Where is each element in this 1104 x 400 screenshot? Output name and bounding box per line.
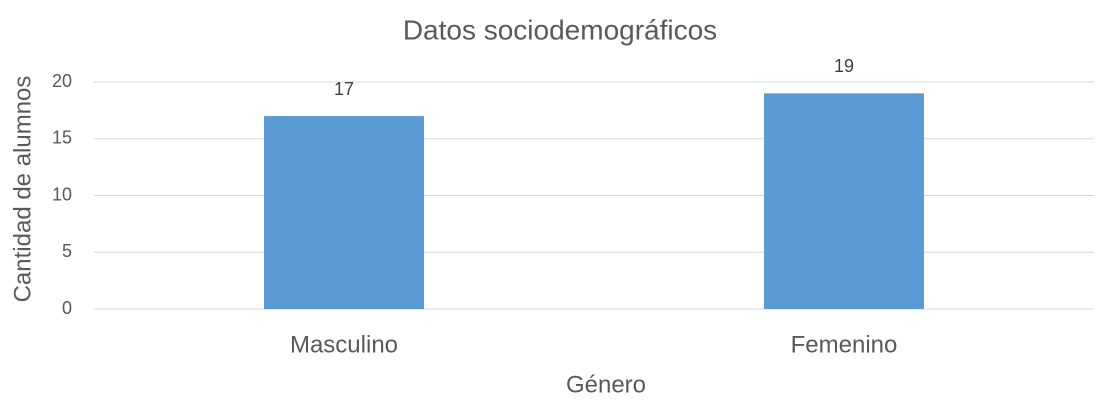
bar	[264, 116, 424, 309]
data-label: 19	[834, 56, 854, 76]
data-label: 17	[334, 79, 354, 99]
chart-title: Datos sociodemográficos	[403, 14, 717, 45]
x-tick-label: Masculino	[290, 331, 398, 358]
y-tick-label: 0	[62, 298, 72, 318]
bar	[764, 93, 924, 309]
y-tick-label: 5	[62, 241, 72, 261]
y-tick-label: 20	[52, 71, 72, 91]
y-tick-label: 10	[52, 184, 72, 204]
x-tick-label: Femenino	[791, 331, 898, 358]
y-axis-title: Cantidad de alumnos	[9, 76, 36, 303]
y-tick-label: 15	[52, 128, 72, 148]
x-axis-title: Género	[566, 371, 646, 398]
